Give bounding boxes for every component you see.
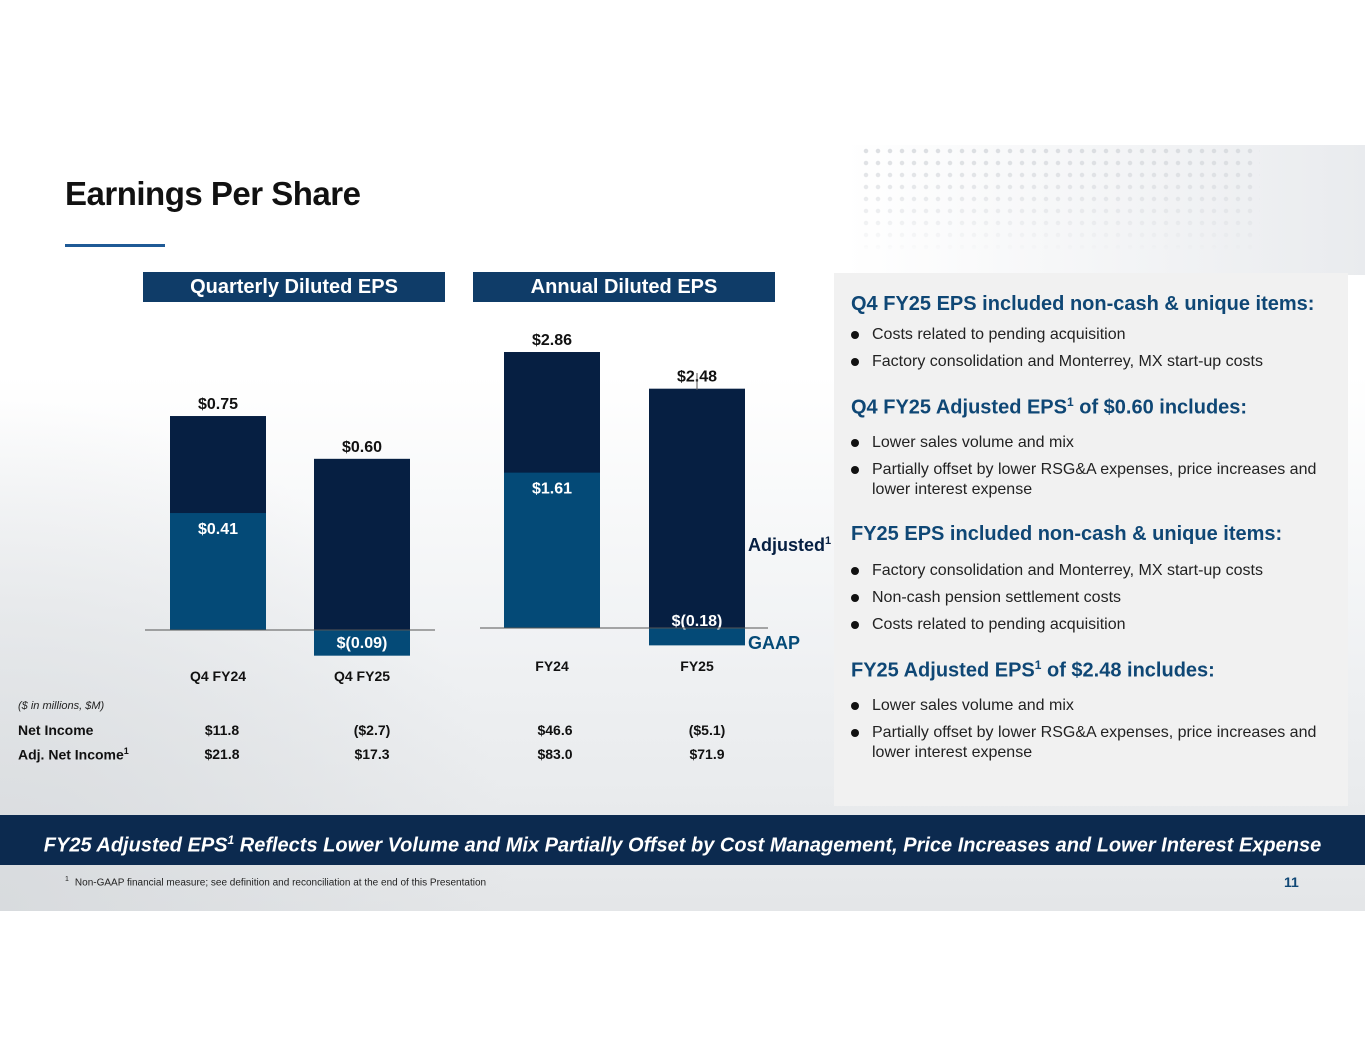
financials-units-note: ($ in millions, $M) bbox=[18, 700, 105, 712]
category-label: Q4 FY25 bbox=[334, 668, 390, 684]
heading-part: of $0.60 includes: bbox=[1073, 396, 1248, 419]
legend-gaap-label: GAAP bbox=[748, 633, 800, 653]
footnote-marker: 1 bbox=[1067, 395, 1074, 409]
annual-chart-header: Annual Diluted EPS bbox=[473, 272, 775, 302]
gaap-eps-label: $0.41 bbox=[198, 521, 238, 538]
title-underline bbox=[65, 244, 165, 247]
adj-net-income-q4fy25: $17.3 bbox=[354, 746, 390, 762]
footnote-marker: 1 bbox=[123, 746, 129, 756]
adj-net-income-fy25: $71.9 bbox=[689, 746, 725, 762]
adjusted-eps-bar bbox=[314, 458, 410, 630]
legend-adjusted-label: Adjusted1 bbox=[748, 535, 831, 555]
category-label: FY24 bbox=[535, 658, 569, 674]
adj-net-income-fy24: $83.0 bbox=[537, 746, 573, 762]
footnote-marker: 1 bbox=[825, 535, 831, 547]
gaap-eps-bar bbox=[170, 513, 266, 630]
category-label: Q4 FY24 bbox=[190, 668, 246, 684]
heading-part: Q4 FY25 Adjusted EPS bbox=[851, 396, 1067, 419]
bullet-item: Lower sales volume and mix bbox=[851, 433, 1342, 453]
gaap-eps-label: $(0.18) bbox=[672, 613, 723, 630]
fy25-eps-items-heading: FY25 EPS included non-cash & unique item… bbox=[851, 523, 1283, 545]
bullet-item: Lower sales volume and mix bbox=[851, 696, 1342, 716]
net-income-q4fy24: $11.8 bbox=[204, 722, 240, 738]
bullet-item: Factory consolidation and Monterrey, MX … bbox=[851, 561, 1342, 581]
banner-text: Reflects Lower Volume and Mix Partially … bbox=[234, 834, 1322, 857]
q4-eps-items-heading: Q4 FY25 EPS included non-cash & unique i… bbox=[851, 293, 1315, 315]
page-number: 11 bbox=[1284, 874, 1299, 890]
bullet-item: Partially offset by lower RSG&A expenses… bbox=[851, 460, 1342, 500]
category-label: FY25 bbox=[680, 658, 714, 674]
adj-net-income-label: Adj. Net Income1 bbox=[18, 746, 129, 763]
bullet-item: Costs related to pending acquisition bbox=[851, 325, 1342, 345]
bullet-item: Factory consolidation and Monterrey, MX … bbox=[851, 352, 1342, 372]
eps-charts: $0.41 $0.75 Q4 FY24 $(0.09) $0.60 Q4 FY25 $1.6… bbox=[145, 332, 831, 684]
footnote-marker: 1 bbox=[1034, 658, 1042, 672]
gaap-eps-bar bbox=[314, 630, 410, 656]
footnote-marker: 1 bbox=[65, 876, 69, 883]
bullet-item: Non-cash pension settlement costs bbox=[851, 588, 1342, 608]
net-income-q4fy25: ($2.7) bbox=[353, 722, 391, 738]
fy25-adjusted-eps-heading: FY25 Adjusted EPS1 of $2.48 includes: bbox=[851, 658, 1215, 683]
commentary-panel: Q4 FY25 EPS included non-cash & unique i… bbox=[834, 273, 1348, 806]
footnote: 1 Non-GAAP financial measure; see definit… bbox=[65, 876, 486, 888]
footnote-text: Non-GAAP financial measure; see definiti… bbox=[74, 877, 487, 889]
bullet-item: Costs related to pending acquisition bbox=[851, 615, 1342, 635]
q4-adjusted-eps-heading: Q4 FY25 Adjusted EPS1 of $0.60 includes: bbox=[851, 395, 1247, 420]
bullet-item: Partially offset by lower RSG&A expenses… bbox=[851, 723, 1342, 763]
adj-net-income-text: Adj. Net Income bbox=[18, 746, 124, 763]
heading-part: FY25 Adjusted EPS bbox=[851, 659, 1035, 682]
adj-net-income-q4fy24: $21.8 bbox=[204, 746, 240, 762]
quarterly-chart-header: Quarterly Diluted EPS bbox=[143, 272, 445, 302]
net-income-fy24: $46.6 bbox=[537, 722, 573, 738]
banner-text: FY25 Adjusted EPS bbox=[43, 834, 228, 857]
heading-part: of $2.48 includes: bbox=[1041, 659, 1215, 682]
summary-banner: FY25 Adjusted EPS1 Reflects Lower Volume… bbox=[0, 815, 1365, 865]
page-title: Earnings Per Share bbox=[65, 175, 361, 212]
footnote-marker: 1 bbox=[227, 833, 235, 847]
adjusted-eps-label: $0.75 bbox=[198, 396, 238, 413]
gaap-eps-label: $1.61 bbox=[532, 481, 572, 498]
adjusted-eps-label: $2.86 bbox=[532, 332, 572, 349]
adjusted-eps-label: $0.60 bbox=[342, 439, 382, 456]
adjusted-eps-bar bbox=[649, 388, 745, 628]
decorative-dot-pattern bbox=[860, 145, 1260, 255]
net-income-fy25: ($5.1) bbox=[688, 722, 726, 738]
net-income-label: Net Income bbox=[18, 722, 94, 738]
gaap-eps-bar bbox=[649, 628, 745, 646]
slide: Earnings Per Share Quarterly Diluted EPS… bbox=[0, 145, 1365, 911]
gaap-eps-label: $(0.09) bbox=[337, 635, 388, 652]
gaap-eps-bar bbox=[504, 472, 600, 628]
